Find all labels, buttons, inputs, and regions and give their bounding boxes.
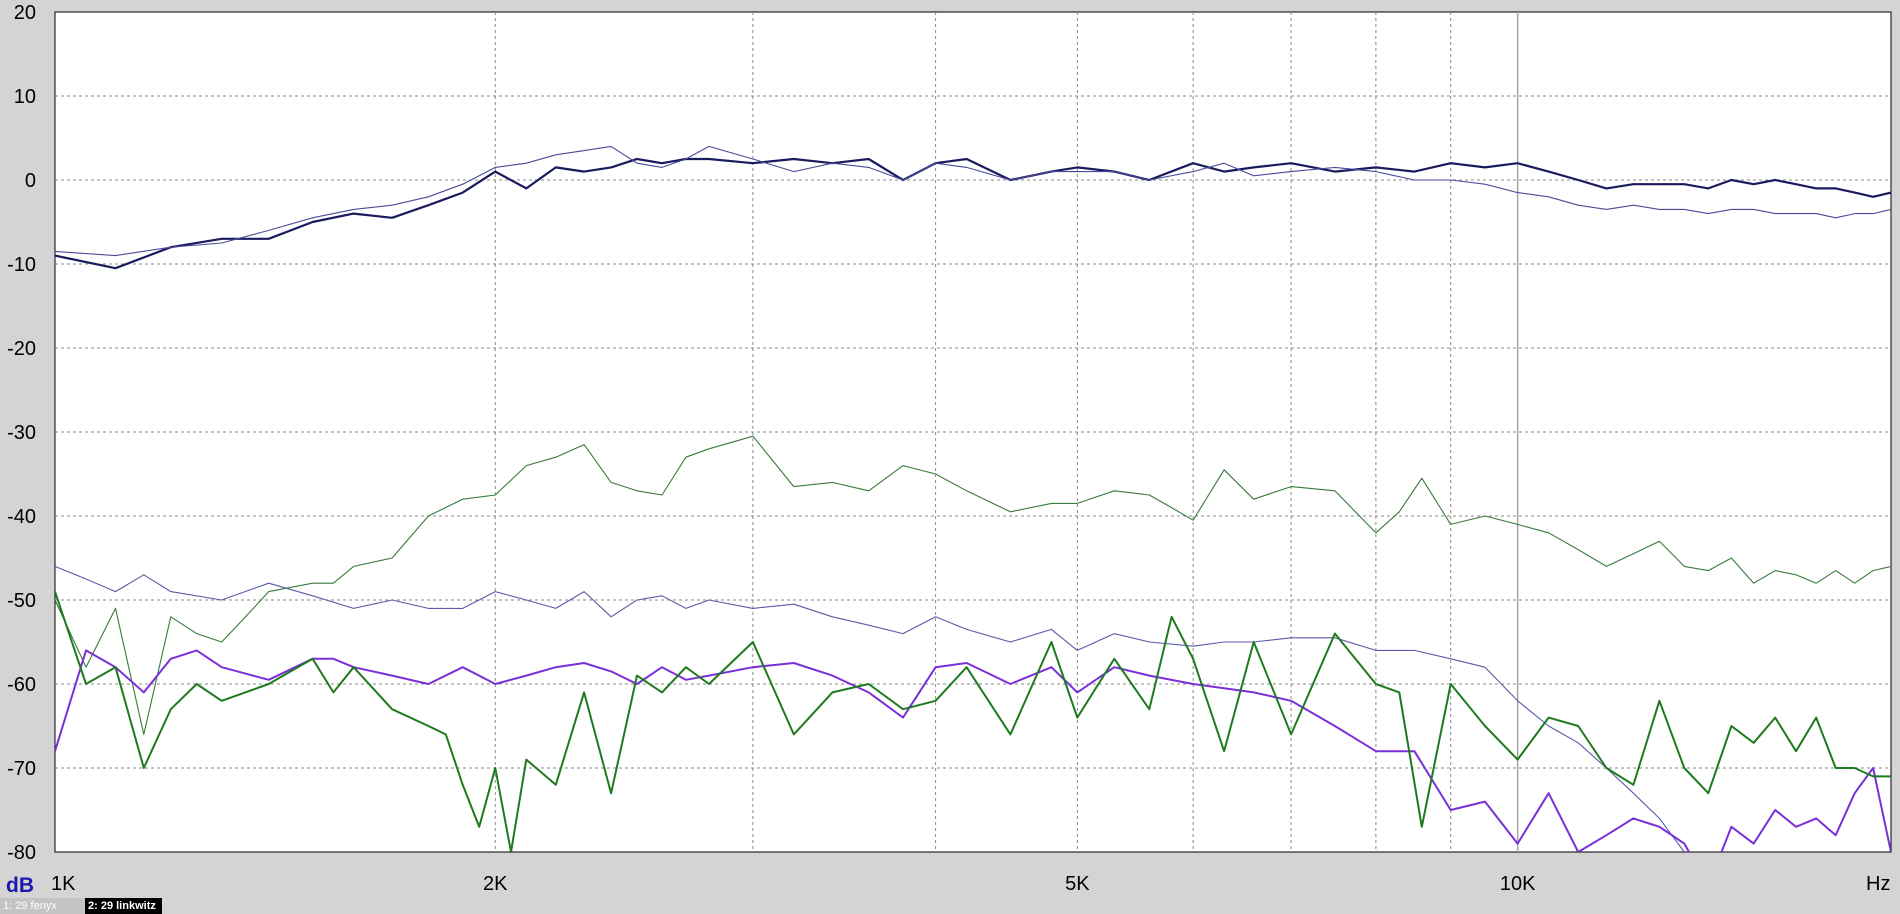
series-line-3 (55, 435, 1891, 735)
x-tick-labels: 1K 2K 5K 10K (51, 873, 1536, 895)
series-line-1 (55, 157, 1891, 270)
y-tick-label: -80 (7, 842, 36, 864)
y-tick-label: 0 (25, 170, 36, 192)
series-line-2 (55, 145, 1891, 257)
y-axis-unit-label: dB (6, 874, 34, 897)
y-tick-label: -70 (7, 758, 36, 780)
x-tick-label: 10K (1500, 873, 1536, 895)
x-tick-label: 2K (483, 873, 508, 895)
y-tick-labels: 20 10 0 -10 -20 -30 -40 -50 -60 -70 -80 (7, 2, 36, 864)
tab-trace-1[interactable]: 1: 29 fenyx (0, 898, 85, 914)
y-tick-label: -40 (7, 506, 36, 528)
series-lines (55, 145, 1891, 852)
y-tick-label: -20 (7, 338, 36, 360)
y-tick-label: -60 (7, 674, 36, 696)
grid-lines (55, 12, 1891, 852)
x-tick-label: 5K (1065, 873, 1090, 895)
y-tick-label: -50 (7, 590, 36, 612)
x-axis-unit-label: Hz (1866, 873, 1890, 895)
series-line-4 (55, 565, 1686, 852)
series-line-6 (55, 591, 1891, 852)
y-tick-label: 10 (14, 86, 36, 108)
trace-tabs: 1: 29 fenyx 2: 29 linkwitz (0, 898, 162, 914)
y-tick-label: -10 (7, 254, 36, 276)
y-tick-label: -30 (7, 422, 36, 444)
tab-trace-2[interactable]: 2: 29 linkwitz (85, 898, 162, 914)
y-tick-label: 20 (14, 2, 36, 24)
x-tick-label: 1K (51, 873, 76, 895)
